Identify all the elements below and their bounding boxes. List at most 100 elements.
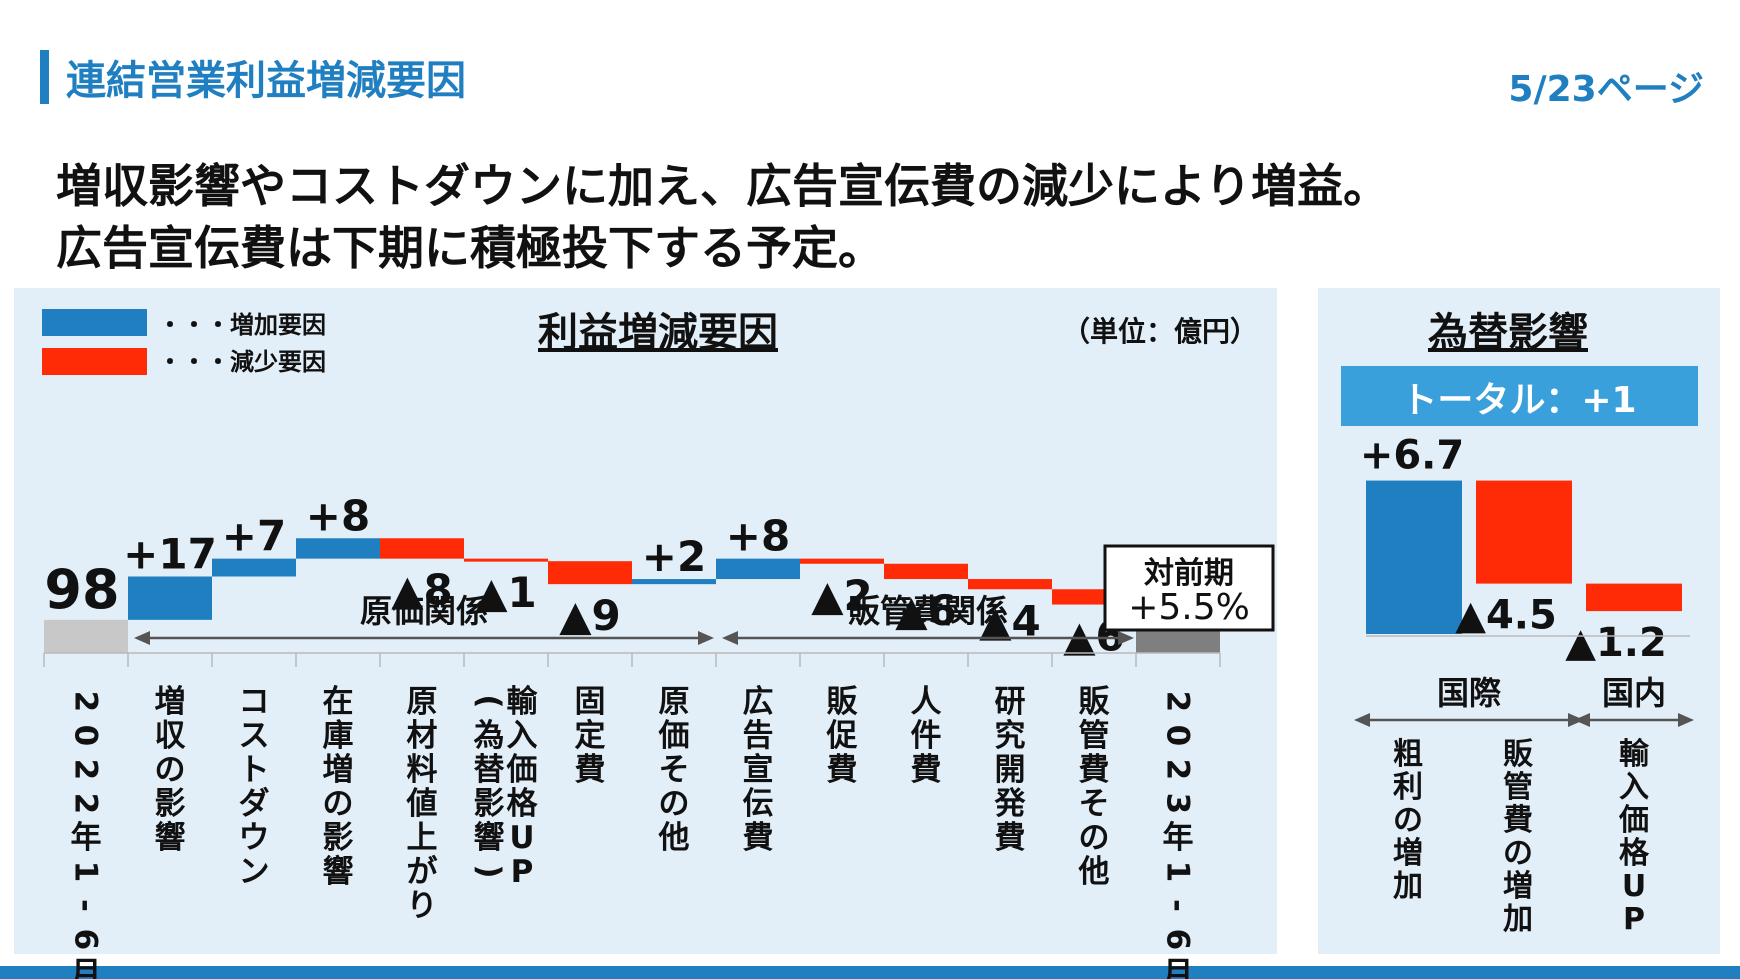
category-label-9: 販促費: [826, 684, 859, 788]
yoy-annotation-line1: 対前期: [1144, 556, 1234, 591]
svg-text:価: 価: [506, 752, 538, 788]
fx-total-label: トータル：+1: [1401, 380, 1636, 421]
category-label-8: 広告宣伝費: [743, 684, 774, 856]
waterfall-bar-3: [296, 538, 380, 559]
svg-text:価: 価: [658, 718, 690, 754]
svg-text:販: 販: [1503, 737, 1534, 772]
yoy-annotation-line2: +5.5%: [1128, 587, 1250, 628]
group-arrow-head-right-0: [698, 631, 714, 645]
chart-title: 利益増減要因: [538, 310, 778, 356]
svg-text:2: 2: [1159, 759, 1195, 781]
svg-text:在: 在: [323, 684, 354, 720]
svg-text:入: 入: [507, 718, 538, 754]
svg-text:ン: ン: [239, 854, 270, 890]
legend-decrease-label: ・・・減少要因: [158, 348, 326, 376]
svg-text:影: 影: [474, 786, 505, 822]
svg-text:発: 発: [994, 786, 1027, 822]
svg-text:定: 定: [575, 718, 606, 754]
value-label-8: +8: [726, 512, 790, 561]
value-label-4: ▲8: [391, 566, 453, 615]
svg-text:格: 格: [1619, 836, 1650, 871]
svg-text:ス: ス: [239, 718, 270, 754]
value-label-9: ▲2: [811, 571, 873, 620]
svg-text:替: 替: [474, 752, 505, 788]
svg-text:U: U: [1622, 869, 1646, 904]
waterfall-bar-0: [44, 619, 128, 653]
svg-text:6: 6: [67, 929, 103, 951]
value-label-7: +2: [642, 532, 706, 581]
svg-text:響: 響: [474, 820, 505, 856]
svg-text:-: -: [1159, 899, 1195, 912]
svg-text:他: 他: [658, 820, 690, 856]
svg-text:年: 年: [71, 820, 102, 856]
waterfall-bar-11: [968, 579, 1052, 590]
svg-text:増: 増: [1393, 836, 1423, 871]
waterfall-bar-2: [212, 558, 296, 577]
value-label-0: 98: [44, 558, 119, 621]
svg-text:費: 費: [575, 752, 606, 788]
svg-text:U: U: [509, 820, 534, 856]
value-label-10: ▲6: [895, 586, 957, 635]
svg-text:他: 他: [1078, 854, 1110, 890]
svg-text:管: 管: [1503, 770, 1533, 805]
fx-total-banner: [1341, 366, 1698, 426]
category-label-10: 人件費: [911, 684, 942, 788]
svg-text:輸: 輸: [507, 684, 539, 720]
svg-text:費: 費: [1503, 803, 1533, 838]
svg-text:の: の: [1503, 836, 1533, 871]
group-arrow-head-right-1: [1118, 631, 1134, 645]
svg-text:(: (: [471, 694, 507, 708]
fx-value-label-1: ▲4.5: [1455, 593, 1557, 639]
svg-text:-: -: [67, 899, 103, 912]
svg-text:告: 告: [743, 718, 774, 754]
svg-text:固: 固: [575, 684, 606, 720]
svg-text:増: 増: [1503, 869, 1533, 904]
svg-text:0: 0: [1159, 725, 1195, 747]
profit-factors-panel: [14, 288, 1277, 954]
svg-text:の: の: [1079, 820, 1110, 856]
waterfall-bar-8: [716, 558, 800, 580]
svg-text:原: 原: [407, 684, 438, 720]
svg-text:促: 促: [826, 718, 858, 754]
svg-text:コ: コ: [239, 684, 270, 720]
svg-text:加: 加: [1393, 869, 1423, 904]
svg-text:2: 2: [1159, 691, 1195, 713]
svg-text:1: 1: [67, 861, 103, 883]
svg-text:そ: そ: [659, 752, 690, 788]
svg-text:収: 収: [155, 718, 186, 754]
svg-text:料: 料: [407, 752, 438, 788]
category-label-6: 固定費: [575, 684, 606, 788]
svg-text:研: 研: [995, 684, 1026, 720]
category-label-5-b: (為替影響): [471, 694, 507, 878]
svg-text:P: P: [1623, 902, 1645, 937]
svg-text:管: 管: [1079, 718, 1110, 754]
svg-text:費: 費: [1079, 752, 1110, 788]
svg-text:ウ: ウ: [239, 820, 270, 856]
svg-text:2: 2: [67, 759, 103, 781]
fx-group-arrow-head-right-1: [1678, 713, 1694, 727]
svg-text:増: 増: [155, 684, 186, 720]
svg-text:増: 増: [323, 752, 354, 788]
svg-text:加: 加: [1503, 902, 1533, 937]
svg-text:ダ: ダ: [239, 786, 270, 822]
waterfall-bar-6: [548, 561, 632, 585]
fx-group-label-0: 国際: [1437, 674, 1501, 712]
group-label-1: 販管費関係: [848, 592, 1008, 630]
headline-line-2: 広告宣伝費は下期に積極投下する予定。: [56, 221, 884, 275]
legend-increase-swatch: [42, 309, 147, 336]
page-title: 連結営業利益増減要因: [66, 58, 466, 104]
svg-text:0: 0: [67, 725, 103, 747]
svg-text:年: 年: [1163, 820, 1194, 856]
svg-text:格: 格: [507, 786, 539, 822]
svg-text:の: の: [659, 786, 690, 822]
value-label-5: ▲1: [475, 568, 537, 617]
